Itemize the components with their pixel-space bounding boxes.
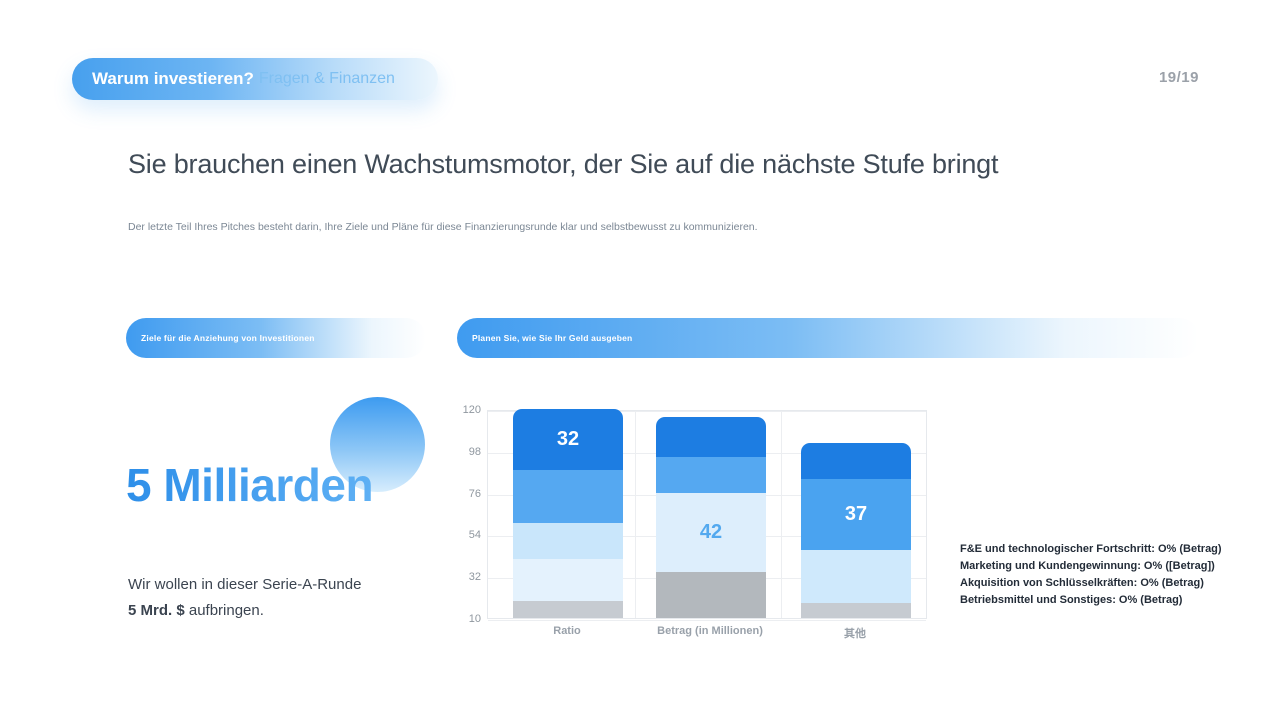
section-badge: Warum investieren? Fragen & Finanzen bbox=[72, 58, 438, 100]
x-tick-label: Betrag (in Millionen) bbox=[657, 625, 763, 637]
spending-notes: F&E und technologischer Fortschritt: O% … bbox=[960, 541, 1222, 609]
funding-description-rest: aufbringen. bbox=[184, 602, 264, 619]
decorative-circle bbox=[330, 397, 425, 492]
chart-bar: 37 bbox=[801, 443, 911, 618]
slide-title: Sie brauchen einen Wachstumsmotor, der S… bbox=[128, 149, 999, 179]
bar-segment bbox=[801, 549, 911, 603]
spending-label: Planen Sie, wie Sie Ihr Geld ausgeben bbox=[472, 333, 633, 343]
bar-segment bbox=[513, 559, 623, 601]
y-tick-label: 76 bbox=[468, 487, 481, 500]
x-tick-label: Ratio bbox=[553, 625, 581, 637]
x-tick-label: 其他 bbox=[844, 628, 866, 640]
badge-title: Warum investieren? bbox=[92, 69, 254, 88]
note-line: Betriebsmittel und Sonstiges: O% (Betrag… bbox=[960, 594, 1183, 606]
bar-segment bbox=[656, 416, 766, 457]
chart-gridline-vertical bbox=[781, 411, 783, 618]
badge-subtitle: Fragen & Finanzen bbox=[258, 70, 395, 87]
chart-gridline bbox=[488, 411, 926, 412]
funding-amount: 5 Milliarden bbox=[126, 459, 374, 511]
bar-segment bbox=[801, 443, 911, 480]
funding-amount-bold: 5 Mrd. $ bbox=[128, 602, 185, 619]
chart-gridline-vertical bbox=[634, 411, 636, 618]
y-tick-label: 10 bbox=[468, 613, 481, 625]
chart-plot: 32 42 37 bbox=[487, 409, 927, 621]
funding-description-line1: Wir wollen in dieser Serie-A-Runde bbox=[128, 576, 362, 593]
bar-segment bbox=[801, 602, 911, 618]
note-line: F&E und technologischer Fortschritt: O% … bbox=[960, 543, 1222, 555]
bar-segment bbox=[513, 600, 623, 618]
bar-segment bbox=[656, 456, 766, 493]
y-tick-label: 120 bbox=[462, 404, 481, 416]
spending-label-pill: Planen Sie, wie Sie Ihr Geld ausgeben bbox=[457, 318, 1199, 358]
chart-gridline bbox=[488, 620, 926, 621]
chart-bar: 42 bbox=[656, 416, 766, 618]
goals-label-pill: Ziele für die Anziehung von Investitione… bbox=[126, 318, 426, 358]
page-number: 19/19 bbox=[1158, 69, 1199, 86]
funding-description: Wir wollen in dieser Serie-A-Runde 5 Mrd… bbox=[128, 572, 361, 624]
y-tick-label: 98 bbox=[468, 445, 481, 458]
chart-x-axis: Ratio Betrag (in Millionen) 其他 bbox=[487, 625, 927, 645]
y-tick-label: 54 bbox=[468, 529, 481, 542]
bar-segment bbox=[513, 523, 623, 560]
note-line: Akquisition von Schlüsselkräften: O% (Be… bbox=[960, 577, 1204, 589]
y-tick-label: 32 bbox=[468, 571, 481, 584]
bar-segment bbox=[513, 469, 623, 524]
bar-segment: 37 bbox=[801, 479, 911, 550]
chart-bar: 32 bbox=[513, 409, 623, 618]
chart-y-axis: 120 98 76 54 32 10 bbox=[451, 404, 481, 625]
bar-segment bbox=[656, 572, 766, 618]
funding-description-line2: 5 Mrd. $ aufbringen. bbox=[128, 598, 361, 624]
bar-segment: 42 bbox=[656, 492, 766, 573]
goals-label: Ziele für die Anziehung von Investitione… bbox=[141, 333, 315, 343]
note-line: Marketing und Kundengewinnung: O% ([Betr… bbox=[960, 560, 1215, 572]
bar-segment: 32 bbox=[513, 409, 623, 470]
slide-subtitle: Der letzte Teil Ihres Pitches besteht da… bbox=[128, 221, 758, 233]
